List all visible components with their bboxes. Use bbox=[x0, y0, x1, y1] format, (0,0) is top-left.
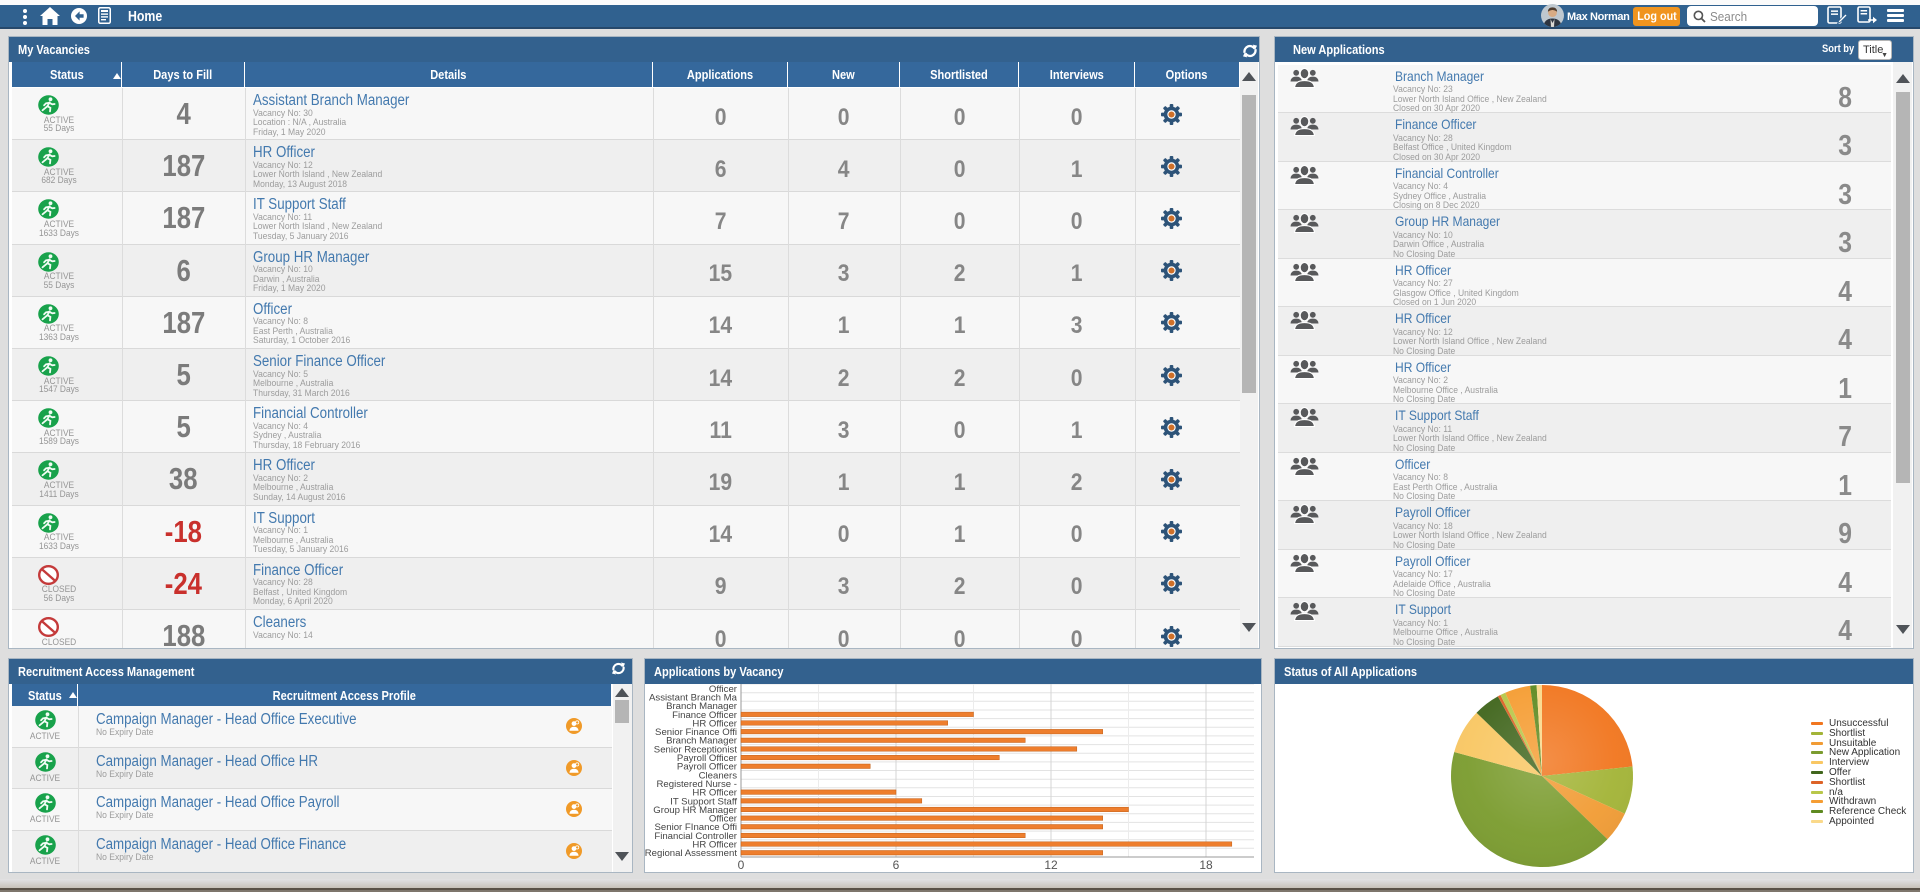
svg-text:Finance Officer: Finance Officer bbox=[672, 710, 738, 721]
svg-text:Senior Receptionist: Senior Receptionist bbox=[654, 744, 738, 755]
svg-text:Payroll Officer: Payroll Officer bbox=[677, 762, 738, 773]
svg-text:HR Officer: HR Officer bbox=[692, 840, 737, 851]
svg-text:12: 12 bbox=[1044, 858, 1058, 872]
svg-text:Cleaners: Cleaners bbox=[699, 770, 738, 781]
svg-text:HR Officer: HR Officer bbox=[692, 788, 737, 799]
svg-text:Payroll Officer: Payroll Officer bbox=[677, 753, 738, 764]
svg-text:Group HR Manager: Group HR Manager bbox=[653, 805, 738, 816]
svg-text:Officer: Officer bbox=[709, 814, 738, 825]
svg-text:Assistant Branch Ma: Assistant Branch Ma bbox=[649, 693, 738, 704]
svg-text:6: 6 bbox=[893, 858, 900, 872]
svg-text:0: 0 bbox=[738, 858, 745, 872]
svg-text:Senior Finance Offi: Senior Finance Offi bbox=[655, 727, 737, 738]
svg-text:HR Officer: HR Officer bbox=[692, 718, 737, 729]
svg-text:Regional Assessment: Regional Assessment bbox=[645, 848, 737, 859]
svg-text:18: 18 bbox=[1199, 858, 1213, 872]
svg-text:Senior FInance Offi: Senior FInance Offi bbox=[655, 822, 737, 833]
svg-text:Branch Manager: Branch Manager bbox=[666, 736, 738, 747]
svg-text:Financial Controller: Financial Controller bbox=[654, 831, 737, 842]
svg-text:Branch Manager: Branch Manager bbox=[666, 701, 738, 712]
svg-text:Officer: Officer bbox=[709, 684, 738, 695]
svg-text:IT Support Staff: IT Support Staff bbox=[670, 796, 737, 807]
svg-text:Registered Nurse -: Registered Nurse - bbox=[656, 779, 737, 790]
